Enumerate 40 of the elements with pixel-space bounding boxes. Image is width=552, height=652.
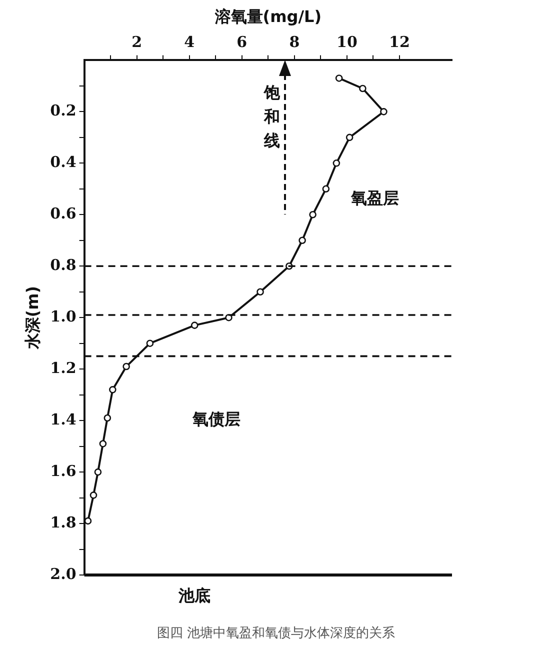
- y-tick-label: 1.2: [50, 358, 76, 377]
- annotation: 氧债层: [192, 410, 241, 429]
- y-tick-label: 2.0: [50, 564, 76, 583]
- x-tick-label: 8: [289, 33, 300, 52]
- point: [122, 362, 130, 370]
- point: [90, 492, 98, 499]
- x-tick-label: 6: [236, 33, 248, 52]
- y-tick-label: 0.2: [50, 102, 76, 120]
- point: [309, 210, 316, 218]
- ref-line-label: 池底: [178, 586, 211, 606]
- point: [298, 236, 306, 244]
- y-axis-title: 水深(m): [22, 286, 42, 350]
- point: [332, 160, 340, 167]
- x-tick-label: 2: [132, 33, 142, 52]
- point: [190, 322, 198, 329]
- point: [109, 386, 116, 394]
- point: [380, 108, 388, 116]
- y-tick-label: 0.4: [50, 153, 76, 172]
- text: 图四 池塘中氧盈和氧债与水体深度的关系: [156, 625, 396, 642]
- point: [104, 414, 112, 422]
- y-tick-label: 0.6: [50, 204, 76, 223]
- x-tick-label: 12: [389, 33, 410, 52]
- y-tick-label: 1.8: [50, 513, 76, 532]
- x-tick-label: 10: [336, 33, 358, 52]
- point: [346, 134, 354, 142]
- point: [359, 84, 366, 92]
- point: [256, 288, 264, 296]
- annotation: 氧盈层: [350, 188, 399, 208]
- point: [99, 440, 107, 448]
- point: [322, 185, 330, 193]
- annotation: 饱和线: [262, 82, 281, 150]
- y-tick-label: 1.0: [50, 307, 76, 326]
- y-tick-label: 0.8: [50, 256, 76, 274]
- point: [146, 340, 154, 347]
- y-tick-label: 1.6: [50, 462, 76, 480]
- point: [335, 74, 343, 82]
- y-tick-label: 1.4: [50, 410, 76, 428]
- point: [94, 468, 102, 476]
- x-tick-label: 4: [184, 33, 195, 52]
- x-axis-title: 溶氧量(mg/L): [214, 6, 322, 26]
